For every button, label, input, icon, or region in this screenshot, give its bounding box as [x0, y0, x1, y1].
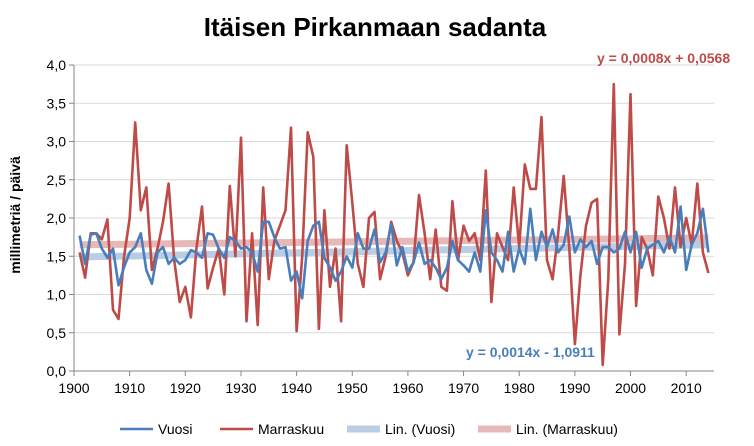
legend-item: Vuosi [120, 421, 193, 437]
legend-label: Lin. (Vuosi) [385, 421, 455, 437]
x-tick-label: 1970 [448, 380, 479, 396]
x-tick-label: 2010 [671, 380, 702, 396]
y-tick-label: 3,5 [47, 95, 67, 111]
y-tick-label: 4,0 [47, 57, 67, 73]
legend-item: Lin. (Vuosi) [347, 421, 455, 437]
y-tick-label: 1,5 [47, 248, 67, 264]
x-tick-label: 1980 [504, 380, 535, 396]
legend: Vuosi Marraskuu Lin. (Vuosi) Lin. (Marrasku… [120, 421, 618, 437]
x-tick-label: 1960 [392, 380, 423, 396]
y-tick-label: 2,0 [47, 210, 67, 226]
x-tick-label: 1990 [559, 380, 590, 396]
y-tick-label: 3,0 [47, 134, 67, 150]
legend-label: Lin. (Marraskuu) [516, 421, 618, 437]
x-tick-label: 1950 [337, 380, 368, 396]
y-tick-label: 0,0 [47, 363, 67, 379]
marraskuu-line [78, 82, 710, 367]
legend-label: Vuosi [158, 421, 193, 437]
x-axis-ticks: 1900 1910 1920 1930 1940 1950 1960 1970 1980 1990… [58, 371, 702, 396]
series-lines [78, 82, 710, 367]
legend-item: Lin. (Marraskuu) [478, 421, 618, 437]
x-tick-label: 1930 [225, 380, 256, 396]
y-tick-label: 0,5 [47, 325, 67, 341]
x-tick-label: 1920 [170, 380, 201, 396]
y-tick-label: 2,5 [47, 172, 67, 188]
vuosi-line [78, 205, 710, 300]
marraskuu-trend-equation: y = 0,0008x + 0,0568 [597, 50, 730, 66]
y-axis-label: millimetriä / päivä [7, 156, 23, 274]
vuosi-trend-equation: y = 0,0014x - 1,0911 [466, 344, 595, 360]
x-tick-label: 1940 [281, 380, 312, 396]
y-tick-label: 1,0 [47, 287, 67, 303]
x-tick-label: 2000 [615, 380, 646, 396]
y-axis-ticks: 0,0 0,5 1,0 1,5 2,0 2,5 3,0 3,5 4,0 [47, 57, 74, 379]
legend-item: Marraskuu [220, 421, 324, 437]
legend-label: Marraskuu [258, 421, 324, 437]
x-tick-label: 1900 [58, 380, 89, 396]
chart-title: Itäisen Pirkanmaan sadanta [204, 12, 547, 42]
x-tick-label: 1910 [114, 380, 145, 396]
